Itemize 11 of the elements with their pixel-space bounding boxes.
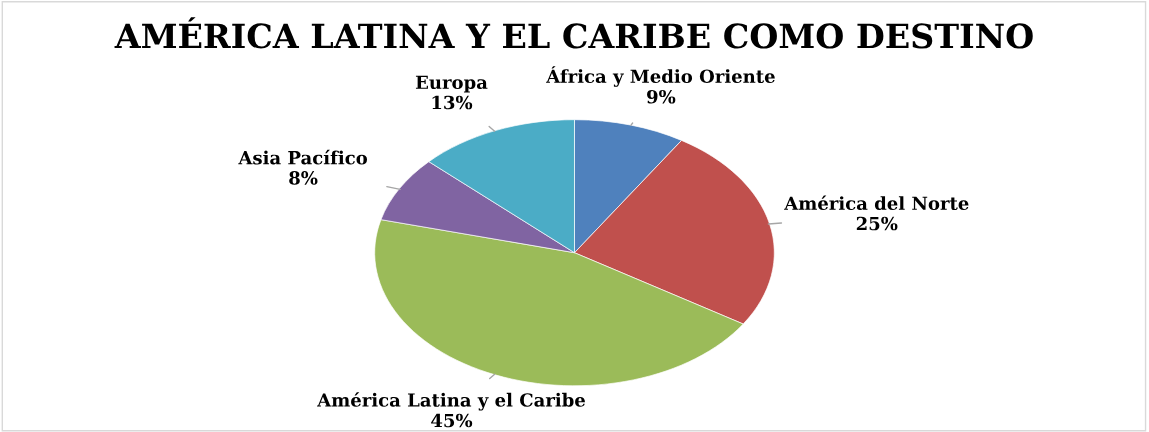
slice-label: América Latina y el Caribe	[317, 392, 585, 411]
data-label: 45%	[431, 413, 473, 428]
data-label: 9%	[647, 89, 676, 104]
slice-label: África y Medio Oriente	[546, 66, 775, 87]
data-label: 25%	[856, 216, 898, 231]
chart-title: AMÉRICA LATINA Y EL CARIBE COMO DESTINO	[114, 17, 1033, 49]
slice-label: Asia Pacífico	[238, 149, 368, 165]
slice-label: América del Norte	[784, 195, 969, 211]
data-label: 8%	[289, 171, 318, 185]
data-label: 13%	[432, 95, 473, 110]
slice-label: Europa	[415, 75, 488, 93]
